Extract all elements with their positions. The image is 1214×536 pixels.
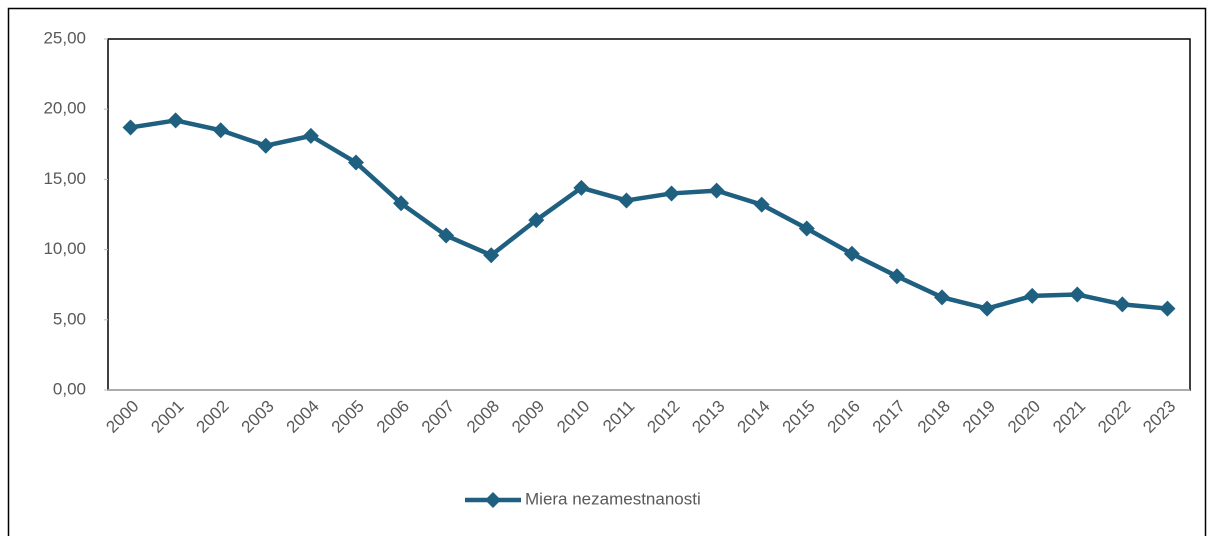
data-point <box>798 220 815 237</box>
y-tick-label: 10,00 <box>43 239 86 258</box>
data-point <box>979 300 996 317</box>
data-point <box>438 227 455 244</box>
data-point <box>257 137 274 154</box>
data-point <box>934 289 951 306</box>
data-point <box>1159 300 1176 317</box>
data-point <box>122 119 139 136</box>
legend-marker <box>485 492 501 508</box>
data-line <box>130 118 1168 311</box>
y-tick-label: 20,00 <box>43 99 86 118</box>
data-point <box>302 127 319 144</box>
data-point <box>708 182 725 199</box>
data-point <box>212 122 229 139</box>
data-point <box>167 112 184 129</box>
data-point <box>618 192 635 209</box>
data-point <box>573 179 590 196</box>
legend-label: Miera nezamestnanosti <box>525 489 701 508</box>
data-point <box>347 154 364 171</box>
y-tick-label: 0,00 <box>53 379 86 398</box>
data-point <box>528 212 545 229</box>
data-point <box>663 185 680 202</box>
data-point <box>1114 296 1131 313</box>
y-tick-label: 5,00 <box>53 309 86 328</box>
data-point <box>888 268 905 285</box>
data-point <box>483 247 500 264</box>
data-point <box>1024 287 1041 304</box>
y-tick-label: 15,00 <box>43 169 86 188</box>
chart-frame <box>7 7 1207 536</box>
data-point <box>843 245 860 262</box>
data-point <box>753 196 770 213</box>
y-tick-label: 25,00 <box>43 28 86 47</box>
data-point <box>393 195 410 212</box>
data-point <box>1069 286 1086 303</box>
